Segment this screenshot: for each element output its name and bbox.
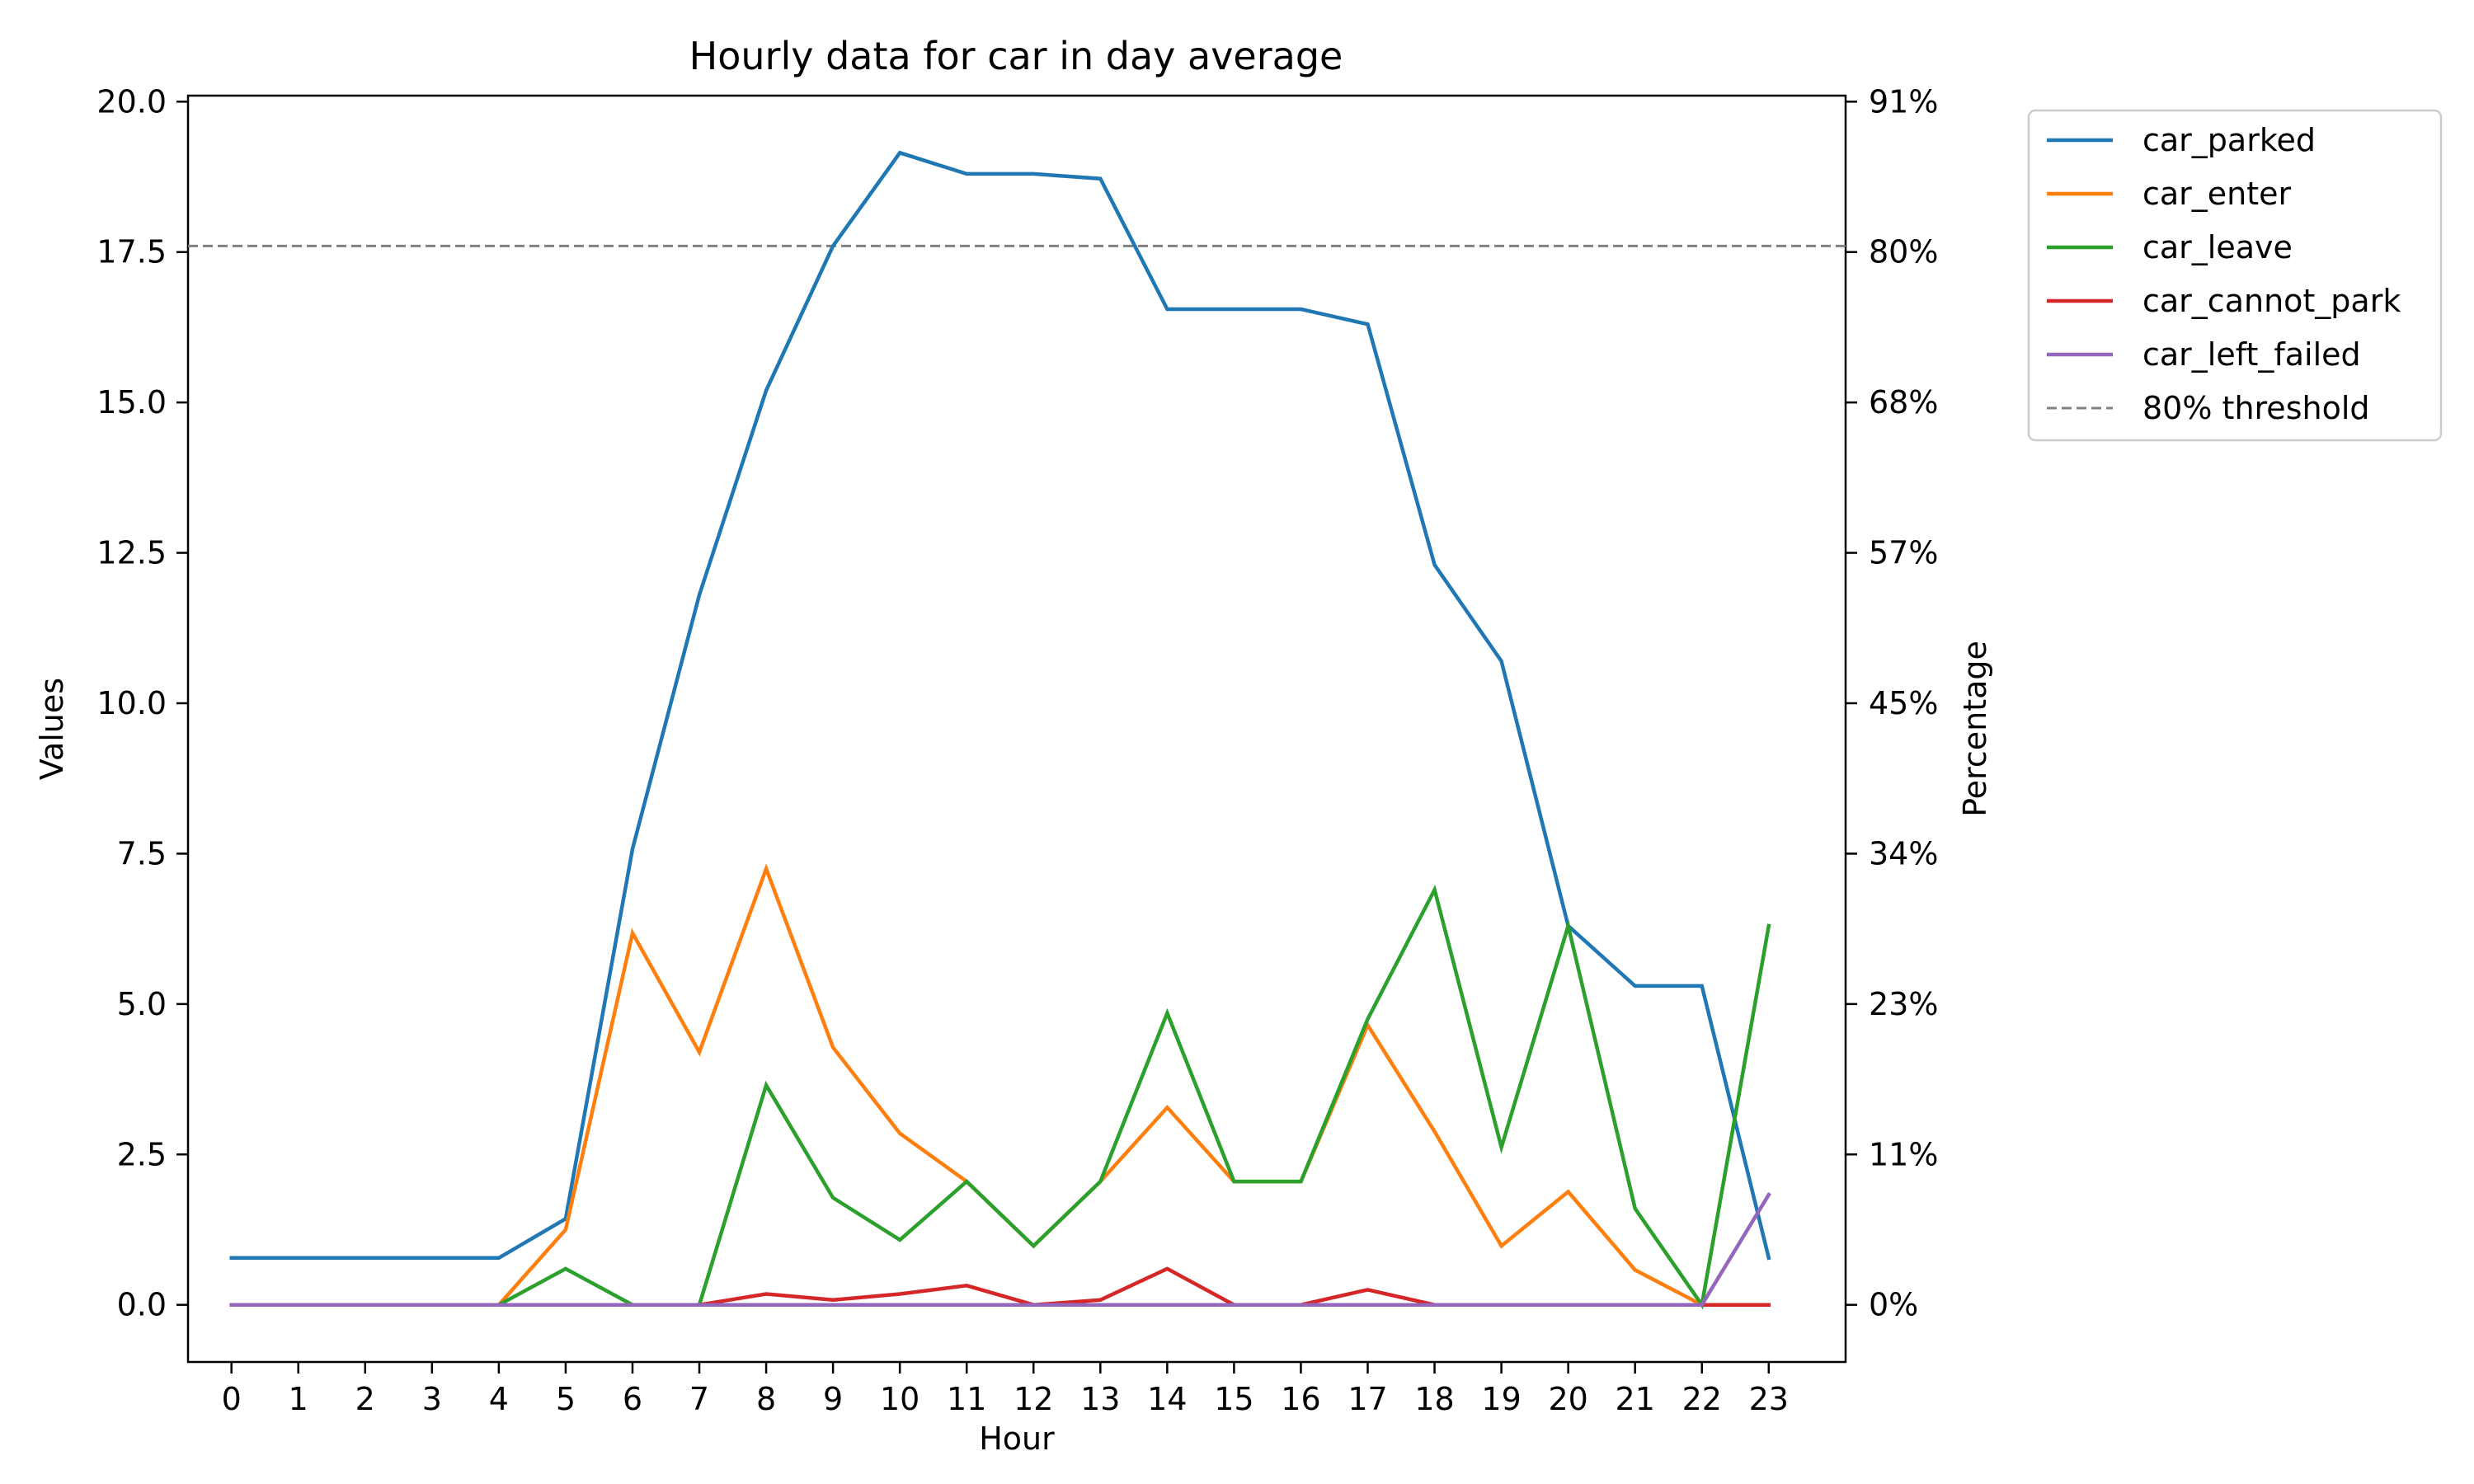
x-tick-label: 21 (1616, 1381, 1655, 1417)
x-tick-label: 22 (1682, 1381, 1722, 1417)
x-tick-label: 3 (422, 1381, 442, 1417)
y2-tick-label: 68% (1869, 384, 1938, 420)
legend-label: car_parked (2142, 122, 2316, 158)
legend-label: car_enter (2142, 176, 2292, 212)
x-axis-label: Hour (979, 1421, 1055, 1457)
x-tick-label: 15 (1214, 1381, 1253, 1417)
y-tick-label: 2.5 (117, 1136, 167, 1172)
x-tick-label: 1 (289, 1381, 308, 1417)
series-line-car-left-failed (229, 1192, 1771, 1307)
x-tick-label: 10 (880, 1381, 920, 1417)
y2-tick-label: 80% (1869, 234, 1938, 270)
y-axis-left: 0.0 2.5 5.0 7.5 10.0 12.5 15.0 17.5 20.0 (96, 83, 188, 1323)
y2-tick-label: 11% (1869, 1136, 1938, 1172)
y-axis-label: Values (34, 678, 70, 780)
x-tick-label: 13 (1080, 1381, 1120, 1417)
x-tick-label: 8 (756, 1381, 776, 1417)
y-tick-label: 15.0 (96, 384, 167, 420)
y2-tick-label: 45% (1869, 685, 1938, 721)
y-tick-label: 0.0 (117, 1287, 167, 1323)
y2-tick-label: 23% (1869, 986, 1938, 1022)
legend-label: car_left_failed (2142, 336, 2361, 373)
chart-title: Hourly data for car in day average (689, 34, 1343, 78)
legend-label: 80% threshold (2142, 390, 2370, 426)
y2-axis-label: Percentage (1957, 641, 1993, 817)
x-tick-label: 6 (623, 1381, 642, 1417)
x-tick-label: 11 (947, 1381, 986, 1417)
y-tick-label: 5.0 (117, 986, 167, 1022)
plot-area (186, 94, 1847, 1364)
y2-tick-label: 34% (1869, 835, 1938, 871)
x-tick-label: 0 (222, 1381, 242, 1417)
x-tick-label: 7 (689, 1381, 709, 1417)
y2-tick-label: 57% (1869, 535, 1938, 571)
series-layer (229, 150, 1771, 1310)
x-tick-label: 12 (1014, 1381, 1053, 1417)
x-axis: 0 1 2 3 4 5 6 7 8 9 10 11 12 13 14 15 16 17 18 19 20 21 22 23 (222, 1362, 1789, 1417)
legend-label: car_cannot_park (2142, 283, 2401, 319)
x-tick-label: 19 (1481, 1381, 1521, 1417)
x-tick-label: 14 (1147, 1381, 1187, 1417)
x-tick-label: 17 (1348, 1381, 1387, 1417)
x-tick-label: 20 (1548, 1381, 1587, 1417)
legend: car_parked car_enter car_leave car_cannot_p… (2027, 109, 2443, 442)
y-tick-label: 12.5 (96, 535, 167, 571)
legend-box (2027, 109, 2443, 442)
x-tick-label: 23 (1749, 1381, 1789, 1417)
y-axis-right: 0% 11% 23% 34% 45% 57% 68% 80% 91% (1846, 83, 1938, 1323)
series-line-car-parked (229, 150, 1771, 1261)
x-tick-label: 18 (1414, 1381, 1454, 1417)
x-tick-label: 16 (1281, 1381, 1320, 1417)
y-tick-label: 10.0 (96, 685, 167, 721)
y-tick-label: 7.5 (117, 835, 167, 871)
y2-tick-label: 91% (1869, 83, 1938, 120)
y2-tick-label: 0% (1869, 1287, 1918, 1323)
x-tick-label: 2 (355, 1381, 375, 1417)
x-tick-label: 9 (823, 1381, 843, 1417)
y-tick-label: 20.0 (96, 83, 167, 120)
x-tick-label: 5 (556, 1381, 576, 1417)
x-tick-label: 4 (489, 1381, 509, 1417)
legend-label: car_leave (2142, 229, 2293, 265)
y-tick-label: 17.5 (96, 234, 167, 270)
